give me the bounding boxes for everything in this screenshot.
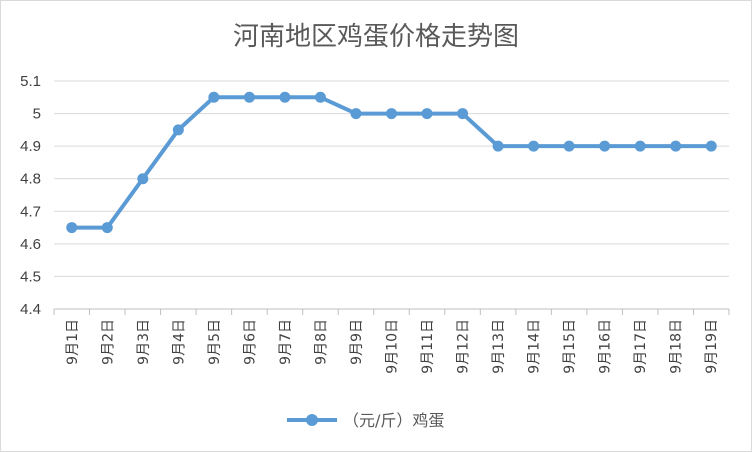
data-point	[492, 140, 504, 152]
data-point	[314, 91, 326, 103]
y-tick-label: 4.6	[20, 236, 41, 253]
data-point	[243, 91, 255, 103]
x-tick-label: 9月9日	[349, 319, 365, 365]
chart-title: 河南地区鸡蛋价格走势图	[233, 22, 519, 52]
x-axis: 9月1日 9月2日 9月3日 9月4日 9月5日 9月6日 9月7日 9月8日 9月9日 9月10…	[53, 308, 730, 374]
data-point	[137, 173, 149, 185]
data-point	[634, 140, 646, 152]
x-tick-label: 9月16日	[598, 319, 614, 374]
data-point	[101, 222, 113, 234]
x-tick-label: 9月14日	[527, 319, 543, 374]
y-tick-label: 4.7	[20, 203, 41, 220]
x-tick-label: 9月18日	[669, 319, 685, 374]
data-point	[670, 140, 682, 152]
x-tick-label: 9月19日	[704, 319, 720, 374]
y-tick-label: 4.5	[20, 268, 41, 285]
x-tick-label: 9月6日	[242, 319, 258, 365]
x-tick-label: 9月5日	[207, 319, 223, 365]
data-point	[208, 91, 220, 103]
x-tick-label: 9月8日	[313, 319, 329, 365]
x-tick-label: 9月7日	[278, 319, 294, 365]
x-tick-label: 9月12日	[456, 319, 472, 374]
series-layer	[66, 91, 717, 234]
data-point	[599, 140, 611, 152]
data-point	[457, 108, 469, 120]
data-point	[172, 124, 184, 136]
x-tick-label: 9月3日	[136, 319, 152, 365]
x-tick-label: 9月13日	[491, 319, 507, 374]
y-axis-ticks: 4.4 4.5 4.6 4.7 4.8 4.9 5 5.1	[20, 73, 41, 318]
x-tick-label: 9月17日	[633, 319, 649, 374]
data-point	[66, 222, 78, 234]
y-tick-label: 4.4	[20, 301, 41, 318]
x-tick-label: 9月1日	[65, 319, 81, 365]
data-point	[421, 108, 433, 120]
legend-point-marker	[306, 414, 318, 426]
legend: （元/斤）鸡蛋	[287, 411, 444, 430]
data-point	[386, 108, 397, 120]
data-point	[528, 140, 540, 152]
y-tick-label: 5.1	[20, 73, 41, 90]
y-tick-label: 5	[33, 106, 41, 123]
x-tick-label: 9月10日	[385, 319, 401, 374]
data-point	[705, 140, 717, 152]
y-tick-label: 4.8	[20, 171, 41, 188]
x-tick-label: 9月11日	[420, 319, 436, 374]
data-point	[350, 108, 362, 120]
data-point	[563, 140, 575, 152]
y-tick-label: 4.9	[20, 138, 41, 155]
x-tick-label: 9月15日	[562, 319, 578, 374]
data-point	[279, 91, 291, 103]
x-tick-label: 9月4日	[171, 319, 187, 365]
x-tick-label: 9月2日	[100, 319, 116, 365]
legend-label: （元/斤）鸡蛋	[343, 411, 444, 430]
